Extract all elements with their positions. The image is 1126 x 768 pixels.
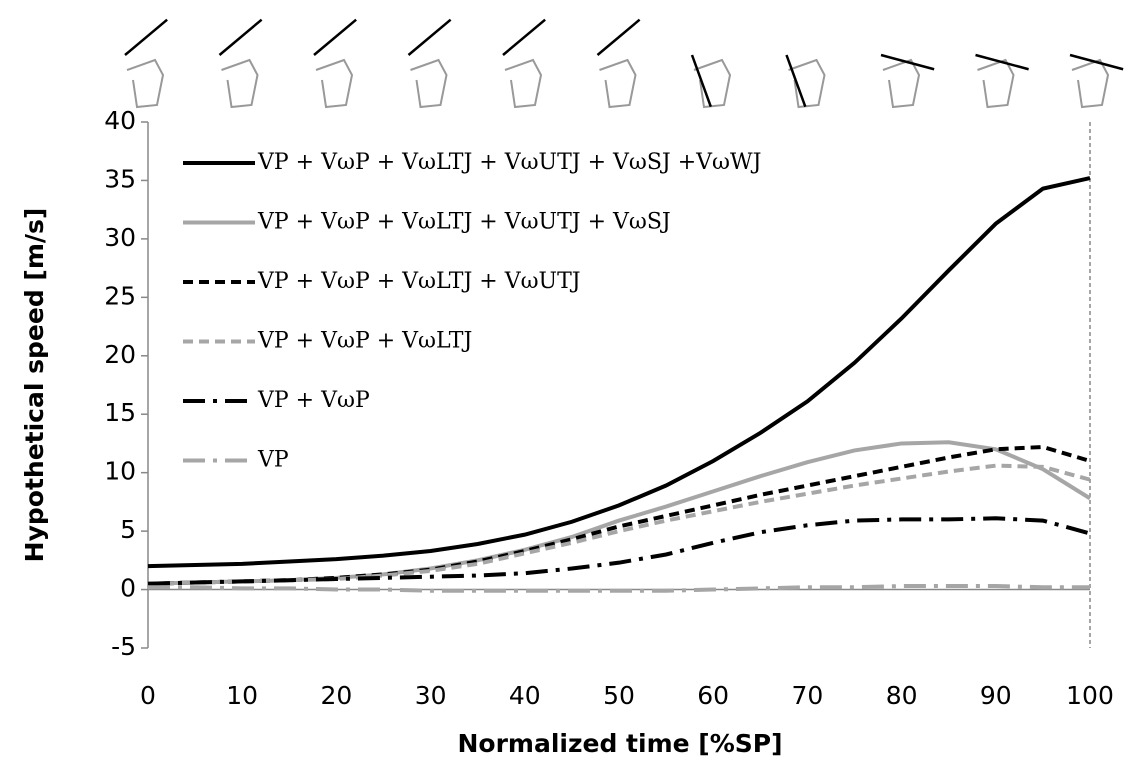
x-tick-label: 90 — [980, 681, 1012, 710]
figure-body — [410, 58, 448, 109]
x-axis-label: Normalized time [%SP] — [457, 729, 782, 758]
figure-body — [221, 58, 259, 109]
figure-body — [126, 58, 165, 109]
y-tick-label: 30 — [104, 223, 136, 252]
x-tick-label: 0 — [140, 681, 156, 710]
figure-body — [977, 58, 1015, 109]
legend-label: VP — [257, 448, 289, 473]
y-tick-label: 15 — [104, 398, 136, 427]
figure-club — [313, 18, 357, 56]
legend-label: VP + VωP + VωLTJ + VωUTJ + VωSJ +VωWJ — [257, 150, 761, 175]
figure-club — [502, 18, 546, 56]
figure-body — [693, 58, 732, 109]
series-line — [148, 584, 1090, 593]
x-tick-label: 100 — [1066, 681, 1114, 710]
y-tick-label: 10 — [104, 457, 136, 486]
y-tick-label: 20 — [104, 340, 136, 369]
x-tick-label: 10 — [226, 681, 258, 710]
figure-club — [218, 18, 263, 56]
y-tick-label: -5 — [111, 632, 136, 661]
legend-label: VP + VωP + VωLTJ + VωUTJ + VωSJ — [257, 210, 671, 235]
figure-body — [599, 58, 637, 109]
y-tick-label: 5 — [120, 515, 136, 544]
x-tick-label: 80 — [886, 681, 918, 710]
figure-club — [1069, 53, 1124, 71]
figure-club — [975, 53, 1029, 71]
y-tick-label: 35 — [104, 164, 136, 193]
figure-club — [690, 54, 712, 108]
figure-club — [785, 54, 807, 108]
figure-body — [882, 58, 921, 109]
figure-body — [315, 58, 354, 109]
legend-label: VP + VωP + VωLTJ — [257, 329, 472, 354]
x-tick-label: 60 — [697, 681, 729, 710]
figure-club — [596, 18, 641, 56]
series-line — [147, 176, 1091, 569]
y-tick-label: 40 — [104, 106, 136, 135]
figure-body — [788, 58, 826, 109]
y-tick-label: 0 — [120, 574, 136, 603]
legend-label: VP + VωP + VωLTJ + VωUTJ — [257, 269, 581, 294]
x-tick-label: 70 — [791, 681, 823, 710]
x-tick-label: 50 — [603, 681, 635, 710]
stick-figures — [124, 18, 1124, 109]
x-tick-label: 30 — [415, 681, 447, 710]
series-line — [147, 463, 1091, 586]
figure-club — [880, 53, 935, 71]
figure-club — [124, 18, 168, 56]
figure-body — [504, 58, 543, 109]
x-tick-label: 20 — [320, 681, 352, 710]
figure-body — [1071, 58, 1110, 109]
x-tick-label: 40 — [509, 681, 541, 710]
y-axis-label: Hypothetical speed [m/s] — [20, 208, 49, 563]
series-line — [147, 516, 1091, 586]
figure-club — [407, 18, 452, 56]
legend-label: VP + VωP — [257, 388, 370, 413]
y-tick-label: 25 — [104, 281, 136, 310]
